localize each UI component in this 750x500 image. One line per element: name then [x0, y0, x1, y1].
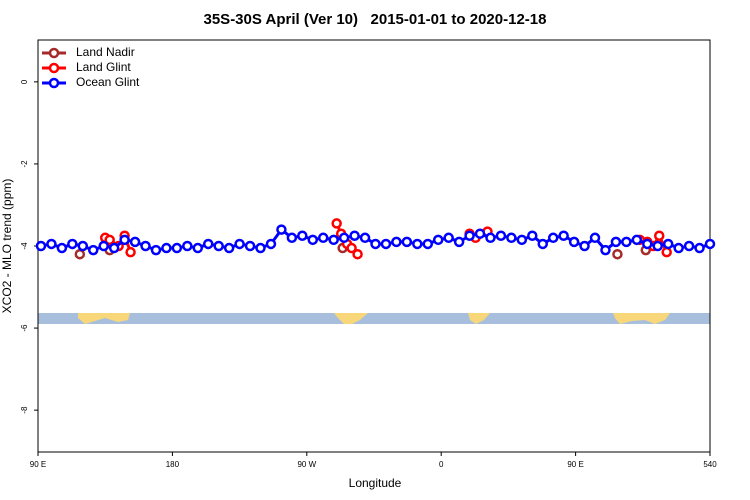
point [331, 218, 342, 229]
y-tick-label: -2 [20, 160, 29, 168]
point [129, 236, 141, 248]
point [443, 232, 454, 244]
point [125, 246, 136, 258]
point [140, 240, 151, 252]
point [359, 232, 371, 244]
point [46, 238, 57, 250]
point [474, 228, 486, 239]
point [485, 232, 496, 244]
x-tick-label: 90 E [567, 460, 583, 469]
x-tick-label: 0 [439, 460, 444, 469]
y-tick-label: -8 [20, 406, 29, 414]
point [642, 238, 653, 250]
point [352, 248, 363, 260]
point [612, 248, 623, 260]
point [631, 234, 643, 246]
point [77, 240, 89, 252]
legend-marker [48, 47, 60, 59]
point [652, 240, 663, 252]
point [349, 230, 360, 241]
point [547, 232, 559, 244]
point [568, 236, 580, 248]
point [328, 234, 339, 246]
point [346, 242, 357, 254]
point [380, 238, 392, 250]
point [432, 234, 444, 246]
point [704, 238, 716, 250]
chart-title: 35S-30S April (Ver 10) 2015-01-01 to 202… [204, 11, 547, 28]
point [119, 234, 130, 246]
point [610, 236, 622, 248]
legend-marker [48, 62, 60, 74]
x-tick-label: 90 E [30, 460, 46, 469]
point [391, 236, 402, 248]
y-tick-label: 0 [20, 79, 29, 84]
point [213, 240, 224, 252]
point [297, 230, 308, 241]
point [694, 242, 705, 254]
legend-label: Land Glint [76, 60, 131, 74]
point [265, 238, 277, 250]
y-axis-label: XCO2 - MLO trend (ppm) [0, 179, 14, 314]
point [338, 232, 350, 244]
point [537, 238, 548, 250]
point [401, 236, 413, 248]
x-tick-label: 90 W [297, 460, 316, 469]
point [108, 242, 120, 254]
point [98, 240, 109, 252]
point [234, 238, 245, 250]
legend-marker [48, 77, 60, 89]
legend-label: Land Nadir [76, 45, 135, 59]
point [88, 244, 99, 256]
point [192, 242, 204, 254]
point [506, 232, 517, 244]
point [223, 242, 235, 254]
point [74, 248, 86, 260]
point [307, 234, 319, 246]
point [317, 232, 329, 244]
point [661, 246, 672, 258]
point [171, 242, 183, 254]
point [579, 240, 590, 252]
point [67, 238, 78, 250]
point [422, 238, 434, 250]
point [464, 230, 475, 241]
map-strip [38, 313, 710, 324]
point [453, 236, 465, 248]
y-tick-label: -4 [20, 242, 29, 250]
point [276, 224, 287, 235]
point [182, 240, 193, 252]
point [56, 242, 68, 254]
point [104, 234, 115, 246]
y-tick-label: -6 [20, 324, 29, 332]
point [495, 230, 507, 241]
x-tick-label: 540 [703, 460, 717, 469]
point [161, 242, 172, 254]
x-tick-label: 180 [166, 460, 180, 469]
point [589, 232, 601, 244]
point [244, 240, 256, 252]
point [600, 244, 611, 256]
x-axis-label: Longitude [349, 476, 402, 490]
point [202, 238, 214, 250]
point [370, 238, 381, 250]
point [558, 230, 569, 241]
point [662, 238, 674, 250]
point [35, 240, 47, 252]
point [621, 236, 632, 248]
point [255, 242, 266, 254]
legend-label: Ocean Glint [76, 75, 140, 89]
point [683, 240, 695, 252]
point [653, 230, 665, 241]
point [286, 232, 298, 244]
point [673, 242, 684, 254]
point [527, 230, 538, 241]
point [150, 244, 162, 256]
point [412, 238, 423, 250]
point [516, 234, 528, 246]
